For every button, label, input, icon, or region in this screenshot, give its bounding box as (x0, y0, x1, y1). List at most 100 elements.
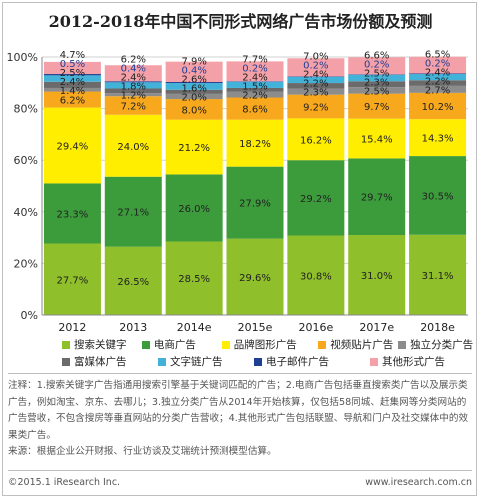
legend-swatch (254, 357, 262, 366)
bar-segment (409, 56, 467, 74)
legend-swatch (398, 340, 407, 349)
data-label: 1.4% (60, 86, 85, 97)
bar-segment (409, 80, 467, 86)
bar-segment (226, 166, 284, 239)
bars: 27.7%23.3%29.4%6.2%1.4%2.4%2.5%0.5%4.7%2… (43, 49, 467, 315)
data-label: 29.4% (57, 141, 89, 152)
legend-label: 电商广告 (153, 339, 196, 351)
bar-segment (287, 58, 345, 77)
data-label: 27.7% (57, 275, 89, 286)
data-label: 7.7% (242, 55, 267, 66)
data-label: 9.2% (303, 103, 328, 114)
legend-label: 电子邮件广告 (266, 356, 329, 368)
data-label: 2.4% (425, 67, 450, 78)
bar-segment (43, 74, 101, 76)
data-label: 2.2% (303, 79, 328, 90)
bar-segment (409, 85, 467, 93)
bar-segment (348, 158, 406, 236)
data-label: 6.2% (60, 96, 85, 107)
y-tick-label: 40% (14, 206, 38, 219)
bar-segment (287, 88, 345, 95)
chart-title: 2012-2018年中国不同形式网络广告市场份额及预测 (48, 12, 433, 31)
source-line: 来源：根据企业公开财报、行业访谈及艾瑞统计预测模型估算。 (8, 446, 277, 457)
legend-swatch (141, 340, 150, 349)
x-tick-label: 2017e (359, 321, 394, 334)
data-label: 15.4% (361, 135, 393, 146)
data-label: 0.2% (364, 59, 389, 70)
bar-segment (165, 93, 223, 100)
bar-segment (165, 241, 223, 315)
y-tick-label: 80% (14, 103, 38, 116)
legend-label: 其他形式广告 (382, 356, 445, 368)
bar-segment (348, 57, 406, 75)
data-label: 0.4% (121, 64, 146, 75)
stacked-bar-chart: 0%20%40%60%80%100% 27.7%23.3%29.4%6.2%1.… (7, 49, 468, 334)
x-tick-label: 2016e (298, 321, 333, 334)
data-label: 6.5% (425, 49, 450, 60)
data-label: 26.0% (178, 204, 210, 215)
data-label: 0.5% (60, 59, 85, 70)
data-label: 2.5% (60, 68, 85, 79)
bar-segment (287, 94, 345, 119)
bar-segment (348, 87, 406, 94)
x-tick-label: 2012 (58, 321, 86, 334)
data-label: 29.6% (239, 273, 271, 284)
y-tick-label: 0% (21, 309, 38, 322)
copyright: ©2015.1 iResearch Inc. (8, 477, 121, 488)
data-label: 26.5% (117, 277, 149, 288)
data-label: 27.1% (117, 208, 149, 219)
x-tick-label: 2013 (119, 321, 147, 334)
bar-segment (226, 97, 284, 120)
data-label: 21.2% (178, 143, 210, 154)
data-label: 23.3% (57, 209, 89, 220)
data-label: 2.4% (60, 77, 85, 88)
bar-segment (43, 91, 101, 108)
data-label: 14.3% (422, 134, 454, 145)
legend-item: 富媒体广告 (62, 354, 158, 369)
bar-segment (348, 81, 406, 88)
bar-segment (409, 156, 467, 235)
data-label: 2.4% (242, 73, 267, 84)
data-label: 2.5% (364, 86, 389, 97)
data-label: 28.5% (178, 274, 210, 285)
y-tick-label: 100% (7, 51, 38, 64)
bar-segment (43, 87, 101, 92)
bar-segment (43, 183, 101, 244)
data-label: 30.8% (300, 271, 332, 282)
bar-segment (43, 107, 101, 184)
bar-segment (104, 88, 162, 94)
data-label: 2.5% (364, 68, 389, 79)
bar-segment (165, 174, 223, 242)
legend-item: 视频贴片广告 (318, 337, 398, 352)
legend-swatch (158, 357, 166, 366)
bar-segment (287, 235, 345, 315)
bar-segment (165, 89, 223, 94)
bar-segment (226, 61, 284, 82)
bar-segment (409, 73, 467, 75)
data-label: 31.0% (361, 271, 393, 282)
legend-row: 富媒体广告 文字链广告 电子邮件广告 其他形式广告 (62, 353, 478, 370)
footer: ©2015.1 iResearch Inc. www.iresearch.com… (8, 470, 472, 488)
legend-row: 搜索关键字 电商广告 品牌图形广告 视频贴片广告 独立分类广告 (62, 336, 478, 353)
bar-segment (104, 246, 162, 315)
legend-item: 搜索关键字 (62, 337, 142, 352)
bar-segment (104, 93, 162, 97)
bar-segment (287, 160, 345, 236)
bar-segment (104, 96, 162, 115)
data-label: 2.2% (242, 91, 267, 102)
data-label: 2.7% (425, 85, 450, 96)
data-label: 1.2% (121, 91, 146, 102)
bar-segment (165, 83, 223, 90)
data-label: 18.2% (239, 139, 271, 150)
bar-segment (43, 81, 101, 88)
legend: 搜索关键字 电商广告 品牌图形广告 视频贴片广告 独立分类广告 富媒体广告 文字链广告 电子… (62, 336, 478, 370)
data-label: 2.6% (181, 74, 206, 85)
bar-segment (43, 75, 101, 82)
data-label: 8.6% (242, 105, 267, 116)
bar-segment (287, 76, 345, 77)
data-label: 31.1% (422, 271, 454, 282)
data-label: 1.5% (242, 82, 267, 93)
bar-segment (226, 81, 284, 88)
bar-segment (287, 76, 345, 84)
bar-segment (409, 74, 467, 81)
